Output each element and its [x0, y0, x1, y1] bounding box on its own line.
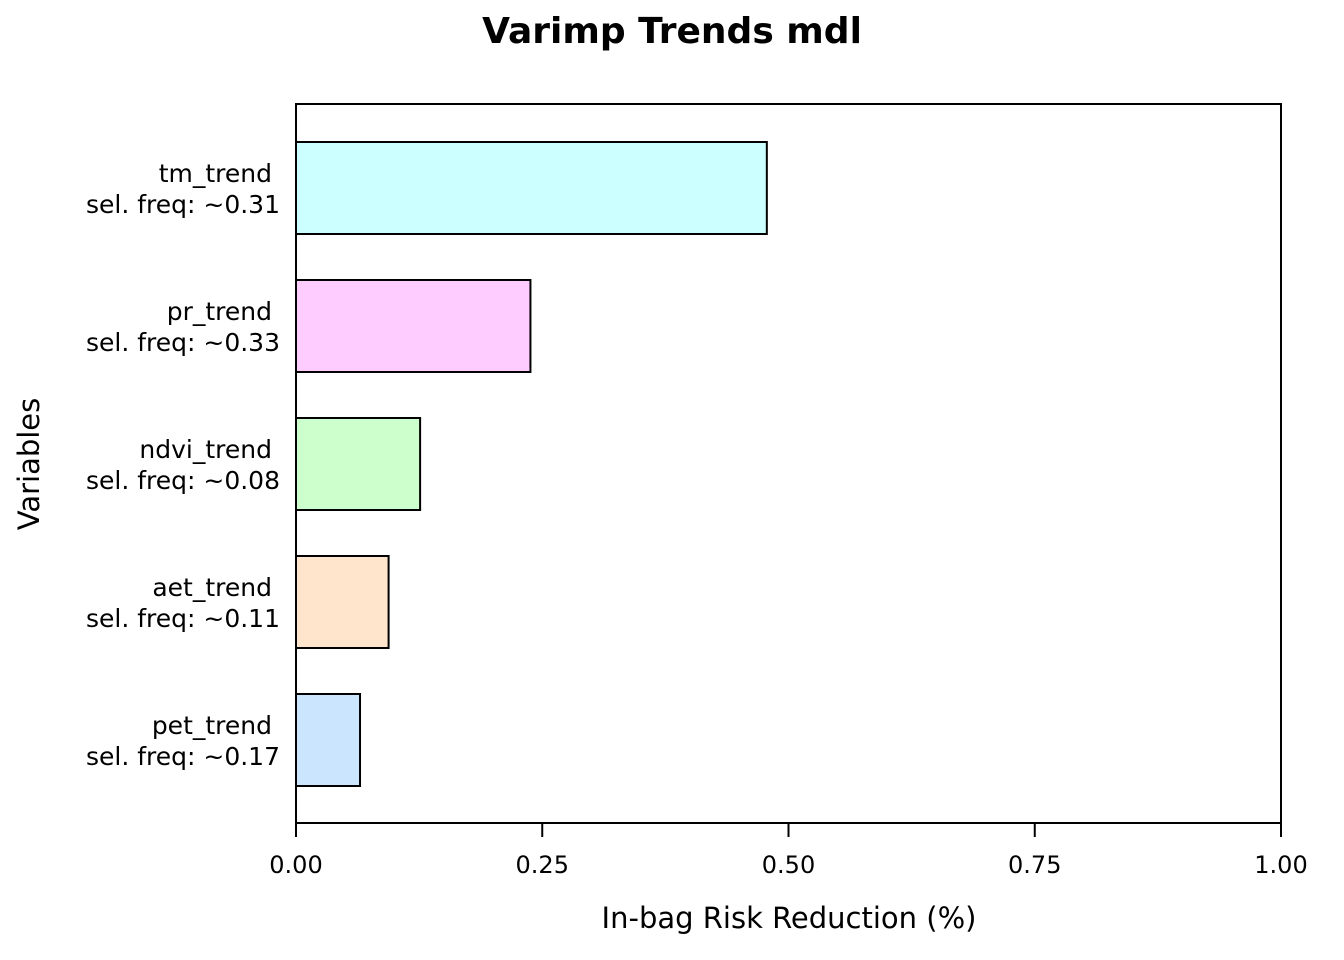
sel-freq-label-tm-trend: sel. freq: ~0.31 [86, 190, 280, 219]
category-label-aet-trend: aet_trend [152, 573, 272, 602]
category-label-tm-trend: tm_trend [159, 159, 272, 188]
bar-tm-trend [295, 141, 768, 235]
category-label-ndvi-trend: ndvi_trend [139, 435, 272, 464]
x-tick-label: 0.25 [516, 851, 569, 879]
x-tick-label: 1.00 [1254, 851, 1307, 879]
x-axis-label: In-bag Risk Reduction (%) [602, 901, 977, 935]
sel-freq-label-pet-trend: sel. freq: ~0.17 [86, 742, 280, 771]
chart-title: Varimp Trends mdl [482, 11, 862, 52]
bar-pet-trend [295, 693, 362, 787]
sel-freq-label-pr-trend: sel. freq: ~0.33 [86, 328, 280, 357]
x-tick-label: 0.75 [1008, 851, 1061, 879]
sel-freq-label-aet-trend: sel. freq: ~0.11 [86, 604, 280, 633]
category-label-pr-trend: pr_trend [167, 297, 272, 326]
x-tick-label: 0.50 [762, 851, 815, 879]
x-axis-ticks: 0.00 0.25 0.50 0.75 1.00 [269, 823, 1308, 879]
y-axis-label: Variables [12, 398, 46, 531]
bar-ndvi-trend [295, 417, 422, 511]
sel-freq-label-ndvi-trend: sel. freq: ~0.08 [86, 466, 280, 495]
bar-aet-trend [295, 555, 390, 649]
bar-pr-trend [295, 279, 532, 373]
x-tick-label: 0.00 [269, 851, 322, 879]
bars-group [295, 141, 768, 787]
category-label-pet-trend: pet_trend [152, 711, 272, 740]
